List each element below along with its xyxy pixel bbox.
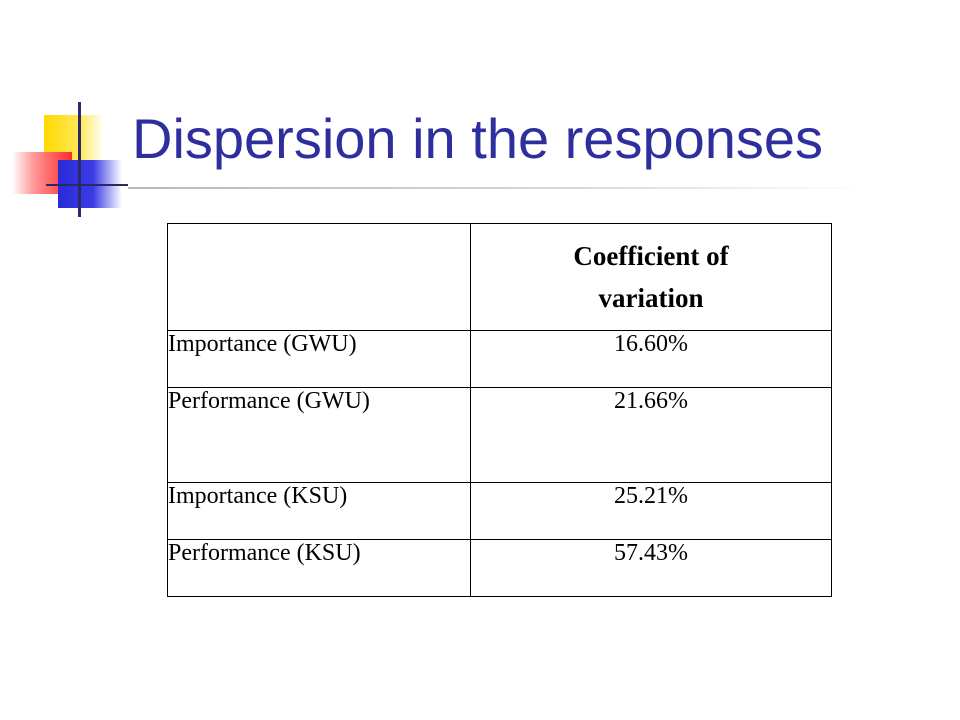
row-value: 16.60%: [470, 330, 832, 388]
logo-horizontal-line: [46, 184, 128, 186]
header-line-2: variation: [598, 283, 704, 313]
table-row: Performance (GWU) 21.66%: [167, 387, 832, 483]
table-header-empty-cell: [167, 223, 471, 331]
row-label: Performance (KSU): [167, 539, 471, 597]
title-underline: [128, 187, 868, 189]
corner-logo-icon: [0, 90, 140, 220]
row-label: Importance (KSU): [167, 482, 471, 540]
table-header-row: Coefficient of variation: [167, 223, 832, 331]
row-label: Performance (GWU): [167, 387, 471, 483]
row-value: 21.66%: [470, 387, 832, 483]
row-value: 25.21%: [470, 482, 832, 540]
header-line-1: Coefficient of: [573, 241, 729, 271]
row-value: 57.43%: [470, 539, 832, 597]
coefficient-table: Coefficient of variation Importance (GWU…: [167, 223, 832, 597]
table-row: Importance (GWU) 16.60%: [167, 330, 832, 388]
logo-vertical-line: [78, 102, 81, 217]
table-row: Performance (KSU) 57.43%: [167, 539, 832, 597]
table-header-cell: Coefficient of variation: [470, 223, 832, 331]
row-label: Importance (GWU): [167, 330, 471, 388]
table-row: Importance (KSU) 25.21%: [167, 482, 832, 540]
slide-title: Dispersion in the responses: [132, 107, 824, 170]
